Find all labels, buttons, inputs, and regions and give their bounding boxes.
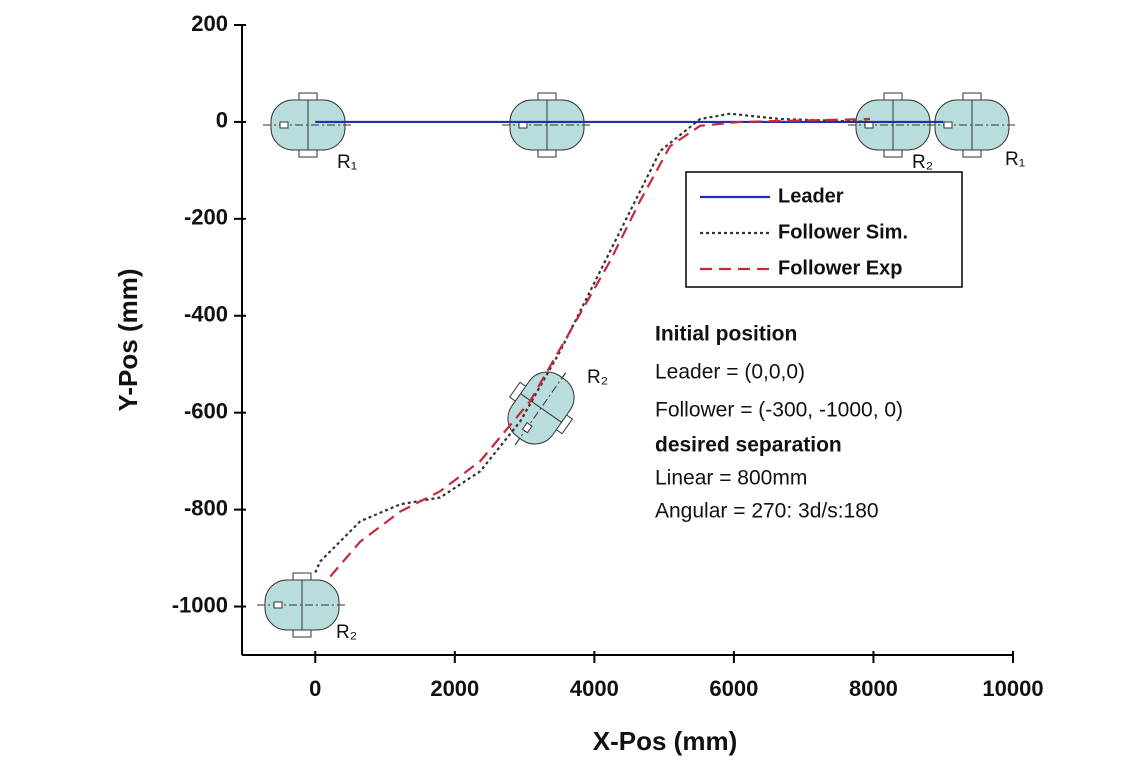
robot-icon — [927, 92, 1017, 158]
legend-label: Follower Sim. — [778, 221, 908, 243]
annotation: desired separation — [655, 434, 842, 457]
robot-sensor — [273, 601, 283, 609]
robot-sensor — [943, 121, 953, 129]
y-tick-label: -200 — [184, 205, 228, 230]
annotation: Leader = (0,0,0) — [655, 361, 805, 384]
robot-icon — [257, 572, 347, 638]
x-tick-label: 4000 — [570, 676, 619, 701]
robot-icon — [502, 92, 592, 158]
x-tick-label: 6000 — [709, 676, 758, 701]
y-tick-label: -600 — [184, 399, 228, 424]
robot-axle — [520, 393, 562, 423]
y-tick-label: 200 — [191, 11, 228, 36]
y-tick-label: -1000 — [172, 592, 228, 617]
annotation: Follower = (-300, -1000, 0) — [655, 399, 903, 422]
robot-sensor — [521, 421, 533, 434]
x-tick-label: 10000 — [982, 676, 1043, 701]
x-tick-label: 0 — [309, 676, 321, 701]
robot-label: R₁ — [337, 152, 357, 173]
y-tick-label: -800 — [184, 495, 228, 520]
robot-label: R₁ — [1005, 149, 1025, 170]
legend-label: Follower Exp — [778, 257, 902, 279]
x-tick-label: 8000 — [849, 676, 898, 701]
robot-sensor — [279, 121, 289, 129]
x-tick-label: 2000 — [430, 676, 479, 701]
y-tick-label: -400 — [184, 302, 228, 327]
annotation: Angular = 270: 3d/s:180 — [655, 500, 879, 523]
robot-label: R₂ — [336, 622, 357, 643]
series-line — [329, 117, 871, 578]
robot-label: R₂ — [912, 152, 933, 173]
y-axis-title: Y-Pos (mm) — [113, 268, 143, 411]
legend-label: Leader — [778, 185, 844, 207]
legend-box — [685, 171, 963, 288]
annotation: Initial position — [655, 323, 797, 346]
annotation: Linear = 800mm — [655, 467, 807, 490]
robot-icon — [848, 92, 938, 158]
robot-icon — [263, 92, 353, 158]
y-tick-label: 0 — [216, 108, 228, 133]
robot-label: R₂ — [587, 367, 608, 388]
robot-icon — [507, 370, 575, 446]
x-axis-title: X-Pos (mm) — [593, 726, 737, 756]
